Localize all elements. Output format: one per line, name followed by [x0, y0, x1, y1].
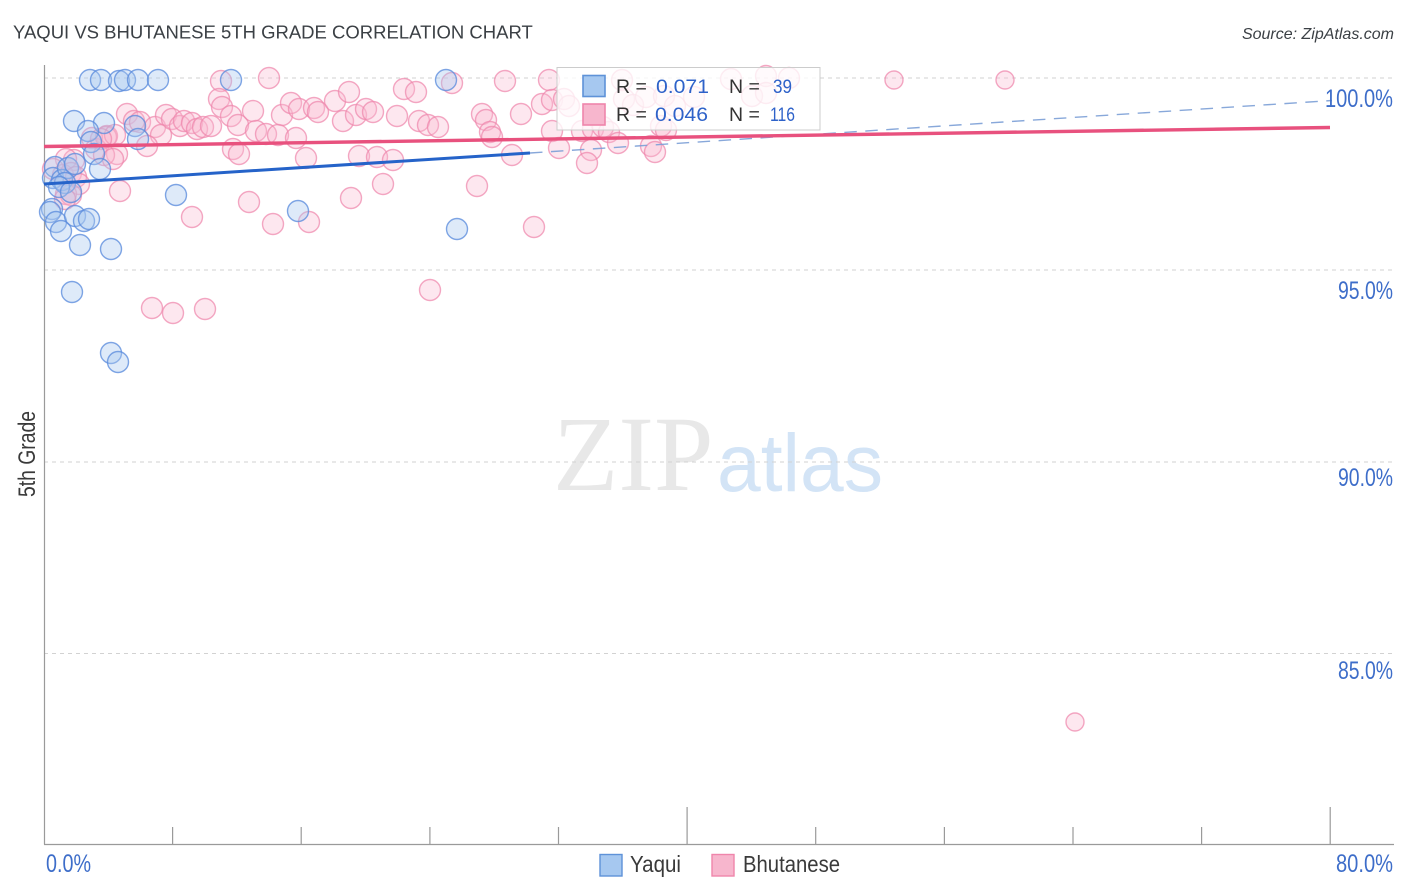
svg-text:0.046: 0.046	[655, 104, 708, 126]
svg-text:N =: N =	[729, 76, 760, 98]
svg-text:0.071: 0.071	[656, 76, 709, 98]
svg-text:R =: R =	[616, 104, 647, 126]
svg-text:90.0%: 90.0%	[1338, 464, 1393, 492]
svg-text:80.0%: 80.0%	[1336, 850, 1393, 878]
svg-text:atlas: atlas	[717, 418, 883, 509]
svg-text:100.0%: 100.0%	[1325, 85, 1393, 113]
svg-text:Bhutanese: Bhutanese	[743, 851, 840, 877]
svg-text:39: 39	[773, 76, 792, 98]
svg-text:0.0%: 0.0%	[46, 850, 91, 878]
svg-text:5th Grade: 5th Grade	[14, 411, 41, 497]
svg-text:ZIP: ZIP	[553, 396, 714, 514]
svg-text:N =: N =	[729, 104, 760, 126]
svg-text:85.0%: 85.0%	[1338, 657, 1393, 685]
svg-text:Source: ZipAtlas.com: Source: ZipAtlas.com	[1242, 26, 1394, 43]
svg-text:YAQUI VS BHUTANESE 5TH GRADE C: YAQUI VS BHUTANESE 5TH GRADE CORRELATION…	[13, 22, 533, 43]
svg-text:R =: R =	[616, 76, 647, 98]
svg-text:Yaqui: Yaqui	[630, 851, 681, 877]
svg-text:95.0%: 95.0%	[1338, 277, 1393, 305]
svg-text:116: 116	[770, 104, 795, 126]
